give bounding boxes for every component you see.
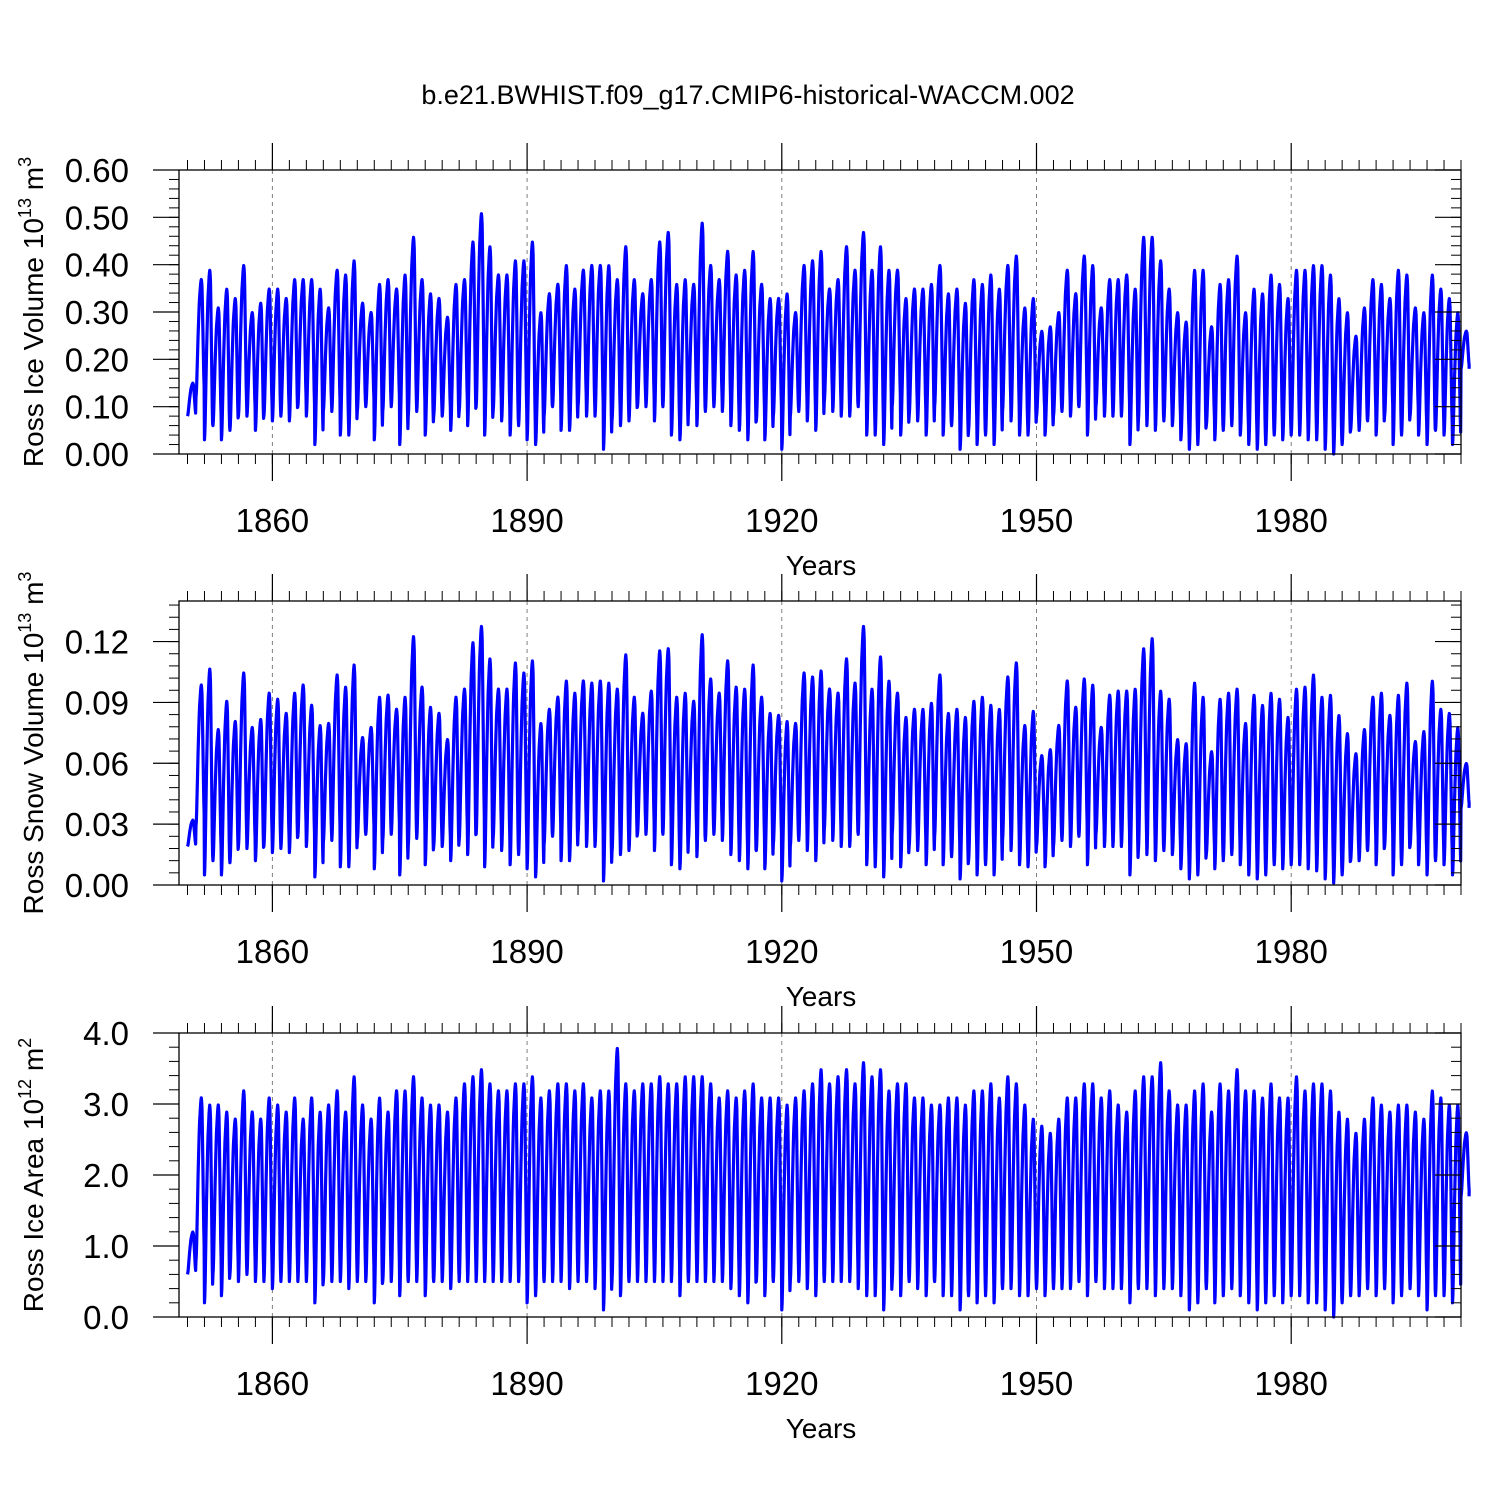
series-line: [185, 624, 1471, 885]
x-tick-label: 1950: [1000, 933, 1073, 970]
x-tick-label: 1950: [1000, 502, 1073, 539]
x-tick-label: 1860: [236, 502, 309, 539]
series-line: [185, 212, 1471, 456]
x-tick-label: 1890: [490, 1365, 563, 1402]
y-tick-label: 1.0: [83, 1228, 129, 1265]
x-tick-label: 1920: [745, 1365, 818, 1402]
y-tick-label: 2.0: [83, 1157, 129, 1194]
series-line: [185, 1046, 1471, 1319]
x-tick-label: 1860: [236, 933, 309, 970]
y-tick-label: 4.0: [83, 1015, 129, 1052]
x-tick-label: 1860: [236, 1365, 309, 1402]
y-axis-label: Ross Ice Volume 1013 m3: [15, 157, 49, 467]
y-tick-label: 3.0: [83, 1086, 129, 1123]
x-tick-label: 1920: [745, 933, 818, 970]
y-axis-label: Ross Snow Volume 1013 m3: [15, 572, 49, 915]
x-tick-label: 1950: [1000, 1365, 1073, 1402]
chart-panel-3: 0.0 1.0 2.0 3.0 4.0 1860 1890 1920 1950 1980 Years…: [15, 1006, 1471, 1444]
x-tick-label: 1980: [1254, 1365, 1327, 1402]
x-tick-label: 1980: [1254, 933, 1327, 970]
panels: 0.00 0.10 0.20 0.30 0.40 0.50 0.60 1860 1890 1920…: [15, 143, 1471, 1444]
y-tick-label: 0.40: [65, 247, 129, 284]
chart-panel-1: 0.00 0.10 0.20 0.30 0.40 0.50 0.60 1860 1890 1920…: [15, 143, 1471, 581]
chart-panel-2: 0.00 0.03 0.06 0.09 0.12 1860 1890 1920 1950 1980…: [15, 572, 1471, 1012]
y-tick-label: 0.60: [65, 152, 129, 189]
y-tick-label: 0.0: [83, 1299, 129, 1336]
y-tick-label: 0.50: [65, 199, 129, 236]
y-tick-label: 0.10: [65, 389, 129, 426]
y-tick-label: 0.30: [65, 294, 129, 331]
plot-frame: [178, 600, 1462, 886]
y-axis-label: Ross Ice Area 1012 m2: [15, 1038, 49, 1312]
x-axis-label: Years: [786, 550, 857, 581]
x-tick-label: 1890: [490, 933, 563, 970]
y-tick-label: 0.20: [65, 341, 129, 378]
x-tick-label: 1920: [745, 502, 818, 539]
x-tick-label: 1980: [1254, 502, 1327, 539]
y-tick-label: 0.06: [65, 745, 129, 782]
x-axis-label: Years: [786, 981, 857, 1012]
y-tick-label: 0.12: [65, 624, 129, 661]
y-tick-label: 0.03: [65, 806, 129, 843]
x-axis-label: Years: [786, 1413, 857, 1444]
figure-title: b.e21.BWHIST.f09_g17.CMIP6-historical-WA…: [421, 80, 1074, 110]
x-tick-label: 1890: [490, 502, 563, 539]
y-tick-label: 0.00: [65, 867, 129, 904]
y-tick-label: 0.09: [65, 684, 129, 721]
y-tick-label: 0.00: [65, 436, 129, 473]
